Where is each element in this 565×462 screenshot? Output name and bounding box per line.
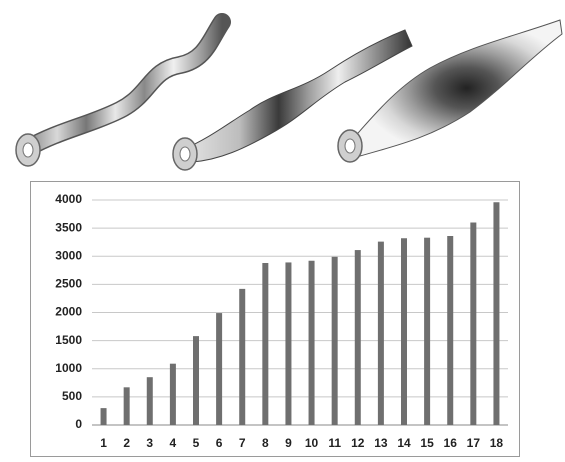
x-tick-label: 4 [170,436,177,450]
bar [470,222,477,425]
y-tick-label: 500 [62,389,82,403]
bar [354,250,361,425]
x-tick-label: 11 [328,436,341,450]
y-axis-ticks: 0 500 1000 1500 2000 2500 3000 3500 4000 [55,192,82,431]
bar [377,241,384,425]
x-tick-label: 7 [239,436,246,450]
y-tick-label: 4000 [55,192,82,206]
y-tick-label: 2000 [55,305,82,319]
y-tick-label: 3500 [55,220,82,234]
bar [447,236,454,425]
x-tick-label: 2 [123,436,130,450]
tube-mode-shape-1-icon [15,13,231,167]
bar [424,237,431,425]
x-tick-label: 14 [397,436,411,450]
x-tick-label: 6 [216,436,223,450]
x-tick-label: 15 [420,436,434,450]
gridlines [92,199,508,426]
bar [308,260,315,425]
bar [331,256,338,425]
bar [216,313,223,425]
tube-mode-shape-2-icon [172,29,413,171]
bar [493,202,500,425]
bar [146,377,153,425]
bar [169,363,176,425]
x-tick-label: 3 [146,436,153,450]
x-tick-label: 13 [374,436,388,450]
x-tick-label: 16 [444,436,458,450]
mode-shapes-illustration [15,13,563,171]
bar [193,336,199,425]
tube-mode-shape-3-icon [337,19,563,163]
x-tick-label: 12 [351,436,365,450]
x-tick-label: 9 [285,436,292,450]
x-axis-ticks: 1 2 3 4 5 6 7 8 9 10 11 12 13 14 15 16 17 18 [100,436,503,450]
x-tick-label: 18 [490,436,504,450]
y-tick-label: 0 [75,417,82,431]
x-tick-label: 8 [262,436,269,450]
x-tick-label: 5 [193,436,200,450]
bar [100,408,107,425]
bars [100,202,500,425]
x-tick-label: 17 [467,436,481,450]
bar [262,263,269,425]
y-tick-label: 1000 [55,361,82,375]
y-tick-label: 3000 [55,248,82,262]
x-tick-label: 1 [100,436,107,450]
y-tick-label: 1500 [55,333,82,347]
bar [239,288,246,425]
bar [123,387,130,425]
bar [401,238,407,425]
y-tick-label: 2500 [55,277,82,291]
x-tick-label: 10 [305,436,319,450]
bar [285,262,292,425]
chart-frame [30,181,520,457]
